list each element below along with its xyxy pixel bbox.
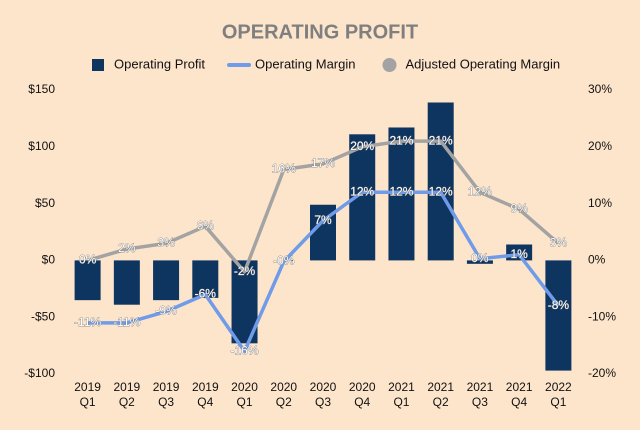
data-label: -0% <box>273 254 295 268</box>
y-tick-label: $150 <box>28 82 55 96</box>
line <box>87 190 560 354</box>
x-tick-label: Q1 <box>237 395 253 409</box>
data-label: 6% <box>197 218 215 232</box>
data-label: -8% <box>548 298 570 312</box>
data-label: 1% <box>510 247 528 261</box>
x-tick-label: Q1 <box>80 395 96 409</box>
x-tick-label: 2020 <box>231 380 258 394</box>
data-label: 16% <box>272 162 296 176</box>
x-tick-label: Q4 <box>511 395 527 409</box>
data-label: -11% <box>74 315 101 329</box>
legend-label: Operating Margin <box>255 56 355 71</box>
data-label: 0% <box>471 251 489 265</box>
data-label: -2% <box>234 264 256 278</box>
legend-label: Adjusted Operating Margin <box>406 56 561 71</box>
x-tick-label: 2021 <box>427 380 454 394</box>
x-tick-label: 2021 <box>388 380 415 394</box>
bar <box>466 260 493 264</box>
data-label: - <box>290 253 294 267</box>
data-label: 12% <box>350 184 374 198</box>
bar <box>427 102 454 261</box>
x-tick-label: Q3 <box>472 395 488 409</box>
bar <box>153 260 180 301</box>
x-tick-label: Q3 <box>158 395 174 409</box>
data-label: 3% <box>157 236 175 250</box>
data-label: 12% <box>468 184 492 198</box>
x-tick-label: Q2 <box>119 395 135 409</box>
y2-tick-label: 0% <box>588 253 606 267</box>
x-tick-label: 2019 <box>192 380 219 394</box>
data-label: 21% <box>389 133 413 147</box>
x-tick-label: Q2 <box>276 395 292 409</box>
x-tick-label: 2020 <box>310 380 337 394</box>
bar <box>545 260 572 371</box>
y2-tick-label: 10% <box>588 196 612 210</box>
x-tick-label: Q1 <box>393 395 409 409</box>
legend-label: Operating Profit <box>114 56 205 71</box>
chart-title: OPERATING PROFIT <box>222 21 418 43</box>
x-tick-label: Q4 <box>354 395 370 409</box>
x-tick-label: Q2 <box>433 395 449 409</box>
data-label: -11% <box>113 315 140 329</box>
y2-tick-label: -20% <box>588 366 616 380</box>
data-label: -6% <box>195 287 217 301</box>
bar <box>74 260 101 301</box>
x-tick-label: 2020 <box>270 380 297 394</box>
y-tick-label: $100 <box>28 139 55 153</box>
y-tick-label: -$50 <box>31 309 55 323</box>
x-tick-label: 2019 <box>153 380 180 394</box>
legend-swatch <box>382 58 397 72</box>
data-label: 9% <box>510 201 528 215</box>
data-label: 0% <box>79 253 97 267</box>
x-tick-label: 2022 <box>545 380 572 394</box>
x-tick-label: 2019 <box>74 380 101 394</box>
data-label: 12% <box>389 184 413 198</box>
y2-tick-label: 30% <box>588 82 612 96</box>
data-label: 7% <box>314 213 332 227</box>
y2-tick-label: 20% <box>588 139 612 153</box>
y-tick-label: $50 <box>35 196 55 210</box>
data-label: 3% <box>550 236 568 250</box>
data-label: 12% <box>429 184 453 198</box>
line <box>87 139 560 274</box>
data-label: 17% <box>311 156 335 170</box>
x-tick-label: 2020 <box>349 380 376 394</box>
bar <box>113 260 140 305</box>
y2-tick-label: -10% <box>588 309 616 323</box>
data-label: 21% <box>429 133 453 147</box>
data-label: 20% <box>350 139 374 153</box>
x-tick-label: Q1 <box>550 395 566 409</box>
y-tick-label: -$100 <box>24 366 55 380</box>
data-label: -16% <box>231 343 259 357</box>
bar <box>192 260 219 298</box>
x-tick-label: 2021 <box>467 380 494 394</box>
data-label: 2% <box>118 241 136 255</box>
x-tick-label: 2019 <box>113 380 140 394</box>
x-tick-label: Q4 <box>197 395 213 409</box>
y-tick-label: $0 <box>42 253 56 267</box>
data-label: -9% <box>155 304 177 318</box>
x-tick-label: Q3 <box>315 395 331 409</box>
x-tick-label: 2021 <box>506 380 533 394</box>
legend-swatch <box>92 59 104 71</box>
